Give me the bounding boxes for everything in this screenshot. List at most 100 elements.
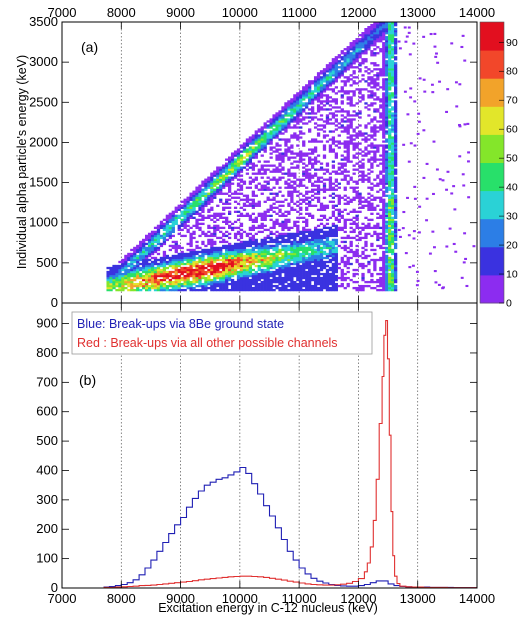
heatmap-cell: [328, 148, 333, 151]
heatmap-cell: [153, 278, 158, 282]
heatmap-cell: [394, 200, 398, 203]
heatmap-cell: [251, 252, 255, 256]
heatmap-cell: [355, 224, 359, 228]
heatmap-cell: [346, 200, 350, 203]
heatmap-cell: [248, 146, 253, 149]
heatmap-cell: [382, 182, 386, 185]
heatmap-cell: [263, 124, 267, 127]
y-tick-label: 0: [51, 580, 58, 595]
heatmap-cell: [367, 172, 371, 175]
heatmap-cell: [349, 120, 353, 123]
heatmap-cell: [394, 46, 398, 49]
heatmap-cell: [379, 200, 383, 203]
heatmap-cell: [394, 84, 398, 87]
heatmap-cell: [355, 82, 359, 85]
heatmap-cell: [337, 110, 341, 113]
heatmap-cell: [210, 270, 214, 274]
heatmap-cell: [316, 272, 321, 276]
heatmap-cell: [281, 256, 285, 260]
heatmap-cell: [219, 258, 223, 262]
heatmap-cell: [165, 238, 170, 242]
heatmap-cell: [311, 258, 315, 262]
heatmap-cell: [251, 212, 255, 215]
heatmap-cell: [290, 106, 294, 109]
heatmap-cell: [198, 246, 202, 250]
heatmap-cell: [171, 226, 175, 230]
heatmap-cell: [385, 38, 389, 41]
heatmap-cell: [159, 282, 164, 286]
heatmap-cell: [313, 284, 318, 288]
heatmap-cell: [213, 180, 217, 183]
heatmap-cell: [260, 134, 264, 137]
heatmap-cell: [355, 88, 359, 91]
heatmap-cell: [177, 254, 181, 258]
heatmap-cell: [334, 260, 338, 264]
heatmap-cell: [296, 144, 300, 147]
heatmap-cell: [106, 270, 110, 274]
heatmap-cell: [322, 242, 327, 246]
heatmap-cell: [278, 118, 282, 121]
heatmap-cell: [391, 220, 395, 224]
heatmap-cell: [358, 160, 362, 163]
heatmap-cell: [156, 248, 161, 252]
heatmap-cell: [251, 140, 255, 143]
heatmap-cell: [216, 248, 220, 252]
heatmap-cell: [269, 226, 273, 230]
heatmap-cell: [201, 276, 205, 280]
heatmap-cell: [302, 236, 306, 240]
heatmap-cell: [388, 238, 392, 242]
heatmap-cell: [245, 248, 250, 252]
heatmap-cell: [311, 236, 315, 240]
heatmap-cell: [130, 274, 134, 278]
heatmap-cell: [331, 182, 336, 185]
heatmap-cell: [266, 142, 270, 145]
heatmap-cell: [275, 206, 279, 209]
heatmap-cell: [275, 222, 279, 226]
heatmap-cell: [349, 200, 353, 203]
heatmap-cell: [325, 98, 330, 101]
heatmap-cell: [391, 114, 395, 117]
heatmap-cell: [290, 166, 294, 169]
heatmap-cell: [346, 124, 350, 127]
heatmap-cell: [254, 284, 258, 288]
heatmap-cell: [394, 274, 398, 278]
heatmap-cell: [228, 180, 232, 183]
heatmap-cell: [313, 282, 318, 286]
heatmap-cell: [394, 268, 398, 272]
heatmap-cell: [219, 276, 223, 280]
heatmap-cell: [370, 26, 374, 29]
heatmap-cell: [145, 266, 149, 270]
heatmap-cell: [121, 278, 125, 282]
heatmap-cell: [168, 270, 172, 274]
heatmap-cell: [346, 236, 350, 240]
heatmap-cell: [373, 110, 377, 113]
heatmap-cell: [319, 176, 324, 179]
heatmap-cell: [186, 260, 190, 264]
heatmap-cell: [290, 288, 294, 292]
heatmap-cell: [376, 88, 380, 91]
heatmap-cell: [222, 178, 226, 181]
heatmap-cell: [352, 92, 356, 95]
heatmap-cell: [272, 128, 276, 131]
heatmap-cell: [293, 188, 297, 191]
heatmap-cell: [183, 270, 187, 274]
heatmap-cell: [153, 272, 158, 276]
heatmap-cell: [394, 100, 398, 103]
heatmap-cell: [257, 272, 261, 276]
heatmap-cell: [177, 232, 181, 236]
heatmap-cell: [275, 242, 279, 246]
heatmap-cell: [382, 180, 386, 183]
heatmap-cell: [311, 80, 315, 83]
heatmap-cell: [394, 246, 398, 250]
heatmap-cell: [346, 96, 350, 99]
heatmap-cell: [382, 266, 386, 270]
heatmap-cell: [325, 114, 330, 117]
heatmap-cell: [325, 170, 330, 173]
heatmap-cell: [337, 162, 341, 165]
heatmap-cell: [254, 276, 258, 280]
heatmap-cell: [233, 232, 238, 236]
heatmap-cell: [325, 140, 330, 143]
heatmap-cell: [174, 288, 178, 292]
heatmap-cell: [401, 227, 405, 230]
heatmap-cell: [228, 276, 232, 280]
